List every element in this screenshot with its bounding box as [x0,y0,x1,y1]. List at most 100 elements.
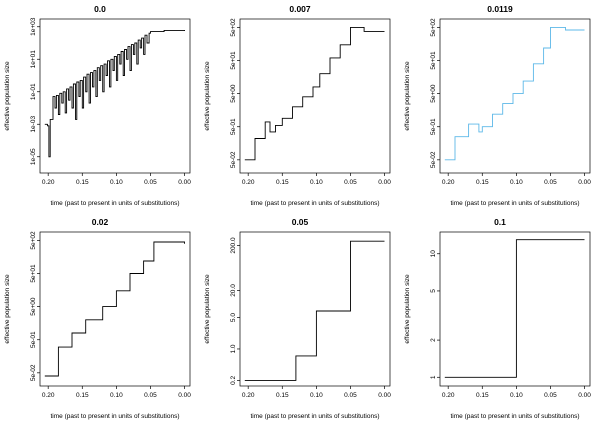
x-tick-label: 0.05 [144,392,157,399]
x-tick-label: 0.10 [310,179,323,186]
plot-title: 0.1 [494,217,506,227]
plot-title: 0.0119 [487,4,513,14]
x-tick-label: 0.10 [110,179,123,186]
y-tick-label: 5e+00 [30,297,37,316]
series-line [244,26,385,161]
series-line [44,241,185,377]
plot-box [39,231,191,387]
x-tick-label: 0.10 [110,392,123,399]
plot-canvas: 0.20 0.15 0.10 0.05 0.00 1e-05 1e-03 1e-01 1e+01… [4,17,191,207]
x-tick-label: 0.20 [442,179,455,186]
y-tick-label: 1 [430,375,437,379]
y-tick-label: 5e-02 [430,151,437,168]
plot-canvas: 0.20 0.15 0.10 0.05 0.00 1 2 5 10 time (past to p… [404,231,591,420]
x-tick-label: 0.10 [510,179,523,186]
series-line [244,240,385,381]
y-tick-label: 20.0 [230,284,237,297]
y-tick-label: 1e-05 [30,148,37,165]
y-tick-label: 5e+02 [430,18,437,37]
x-tick-label: 0.00 [378,179,391,186]
subplot-5: 0.05 0.20 0.15 0.10 0.05 0.00 0.2 1.0 5.0 20.0 20… [200,213,400,426]
x-tick-label: 0.15 [276,179,289,186]
y-axis-label: effective population size [4,274,11,344]
x-axis-label: time (past to present in units of substi… [51,413,180,420]
y-tick-label: 1e-03 [30,116,37,133]
x-tick-label: 0.15 [476,392,489,399]
x-tick-label: 0.15 [276,392,289,399]
x-axis-label: time (past to present in units of substi… [251,200,380,207]
y-tick-label: 5e-01 [230,118,237,135]
x-axis-label: time (past to present in units of substi… [451,413,580,420]
y-tick-label: 5e+01 [30,264,37,283]
x-tick-label: 0.00 [578,392,591,399]
series-line [444,239,585,378]
subplot-6: 0.1 0.20 0.15 0.10 0.05 0.00 1 2 5 10 time (past … [400,213,600,426]
plot-canvas: 0.20 0.15 0.10 0.05 0.00 5e-02 5e-01 5e+00 5e+01… [404,18,591,207]
plot-canvas: 0.20 0.15 0.10 0.05 0.00 0.2 1.0 5.0 20.0 200.0 ti… [204,231,391,420]
x-axis-label: time (past to present in units of substi… [451,200,580,207]
y-tick-label: 5e-02 [230,151,237,168]
y-tick-label: 10 [430,250,437,258]
x-tick-label: 0.05 [544,392,557,399]
plot-title: 0.02 [91,217,109,227]
plot-canvas: 0.20 0.15 0.10 0.05 0.00 5e-02 5e-01 5e+00 5e+01… [4,231,191,420]
y-tick-label: 5e+02 [30,231,37,250]
y-tick-label: 5e-02 [30,364,37,381]
plot-box [39,18,191,174]
y-axis-label: effective population size [4,61,11,131]
series-line [44,29,185,158]
y-tick-label: 5e+01 [430,51,437,70]
plot-box [439,231,591,387]
subplot-1: 0.0 0.20 0.15 0.10 0.05 0.00 1e-05 1e-03 1e-01 1… [0,0,200,213]
x-tick-label: 0.05 [344,179,357,186]
y-tick-label: 5e-01 [430,118,437,135]
y-tick-label: 5.0 [230,313,237,322]
x-axis-label: time (past to present in units of substi… [51,200,180,207]
y-tick-label: 1e-01 [30,83,37,100]
y-tick-label: 5e+00 [230,84,237,103]
y-axis-label: effective population size [404,274,411,344]
y-tick-label: 1e+01 [30,50,37,69]
y-tick-label: 0.2 [230,375,237,384]
plot-box [439,18,591,174]
y-axis-label: effective population size [404,61,411,131]
x-tick-label: 0.00 [178,179,191,186]
y-tick-label: 1e+03 [30,17,37,36]
series-line [444,26,585,161]
subplot-4: 0.02 0.20 0.15 0.10 0.05 0.00 5e-02 5e-01 5e+00… [0,213,200,426]
plot-box [239,231,391,387]
plot-canvas: 0.20 0.15 0.10 0.05 0.00 5e-02 5e-01 5e+00 5e+01… [204,18,391,207]
subplot-3: 0.0119 0.20 0.15 0.10 0.05 0.00 5e-02 5e-01 5e+… [400,0,600,213]
y-axis-label: effective population size [204,274,211,344]
y-tick-label: 5e+00 [430,84,437,103]
x-tick-label: 0.00 [578,179,591,186]
x-tick-label: 0.20 [442,392,455,399]
x-tick-label: 0.10 [310,392,323,399]
x-tick-label: 0.10 [510,392,523,399]
x-tick-label: 0.05 [544,179,557,186]
y-axis-label: effective population size [204,61,211,131]
x-tick-label: 0.20 [42,392,55,399]
x-tick-label: 0.00 [378,392,391,399]
x-axis-label: time (past to present in units of substi… [251,413,380,420]
x-tick-label: 0.05 [144,179,157,186]
y-tick-label: 5e+01 [230,51,237,70]
y-tick-label: 1.0 [230,344,237,353]
x-tick-label: 0.20 [42,179,55,186]
y-tick-label: 2 [430,338,437,342]
x-tick-label: 0.20 [242,392,255,399]
y-tick-label: 5e-01 [30,331,37,348]
plot-title: 0.007 [289,4,311,14]
y-tick-label: 200.0 [230,237,237,254]
plot-box [239,18,391,174]
x-tick-label: 0.05 [344,392,357,399]
plot-title: 0.05 [291,217,309,227]
x-tick-label: 0.20 [242,179,255,186]
x-tick-label: 0.00 [178,392,191,399]
x-tick-label: 0.15 [476,179,489,186]
y-tick-label: 5e+02 [230,18,237,37]
plot-title: 0.0 [94,4,106,14]
x-tick-label: 0.15 [76,392,89,399]
subplot-2: 0.007 0.20 0.15 0.10 0.05 0.00 5e-02 5e-01 5e+0… [200,0,400,213]
